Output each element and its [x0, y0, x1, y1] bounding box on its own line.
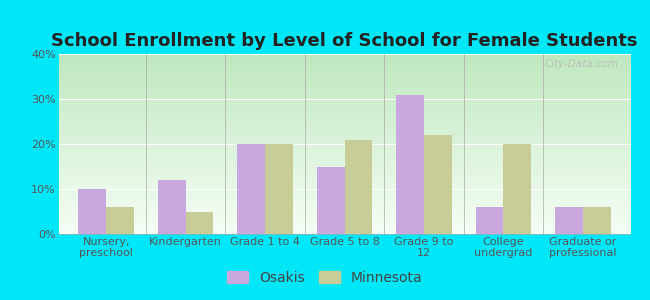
Bar — [344, 140, 372, 234]
Legend: Osakis, Minnesota: Osakis, Minnesota — [222, 265, 428, 290]
Title: School Enrollment by Level of School for Female Students: School Enrollment by Level of School for… — [51, 32, 638, 50]
Bar — [583, 207, 610, 234]
Bar — [317, 167, 345, 234]
Bar — [265, 144, 293, 234]
Bar — [555, 207, 583, 234]
Text: City-Data.com: City-Data.com — [545, 59, 619, 69]
Bar — [424, 135, 452, 234]
Bar — [476, 207, 503, 234]
Bar — [106, 207, 134, 234]
Bar — [396, 94, 424, 234]
Bar — [186, 212, 213, 234]
Bar — [503, 144, 531, 234]
Bar — [79, 189, 106, 234]
Bar — [237, 144, 265, 234]
Bar — [158, 180, 186, 234]
